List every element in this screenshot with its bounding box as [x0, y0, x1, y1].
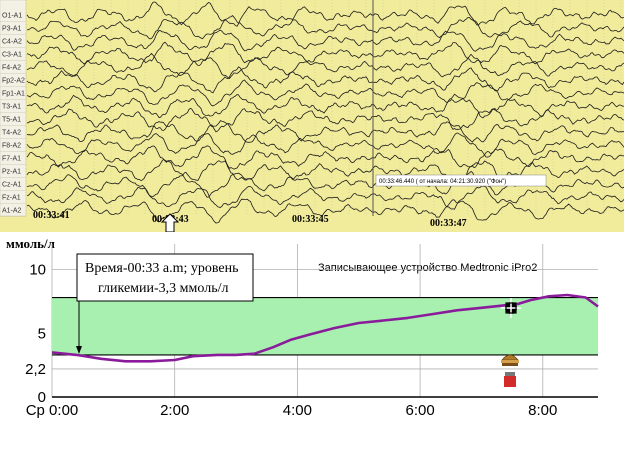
eeg-time-label: 00:33:41 — [33, 210, 70, 221]
y-tick-label: 5 — [38, 325, 46, 342]
eeg-channel-label: Pz-A1 — [2, 169, 21, 176]
x-tick-label: 2:00 — [160, 402, 189, 419]
eeg-panel: O1-A1 P3-A1 C4-A2 C3-A1 F4-A2 Fp2-A2 Fp1-A1 T3-… — [0, 0, 624, 232]
callout-line-1: Время-00:33 a.m; уровень — [85, 261, 239, 276]
eeg-time-label: 00:33:45 — [292, 214, 329, 225]
eeg-trace — [26, 15, 624, 40]
eeg-channel-label: T5-A1 — [2, 117, 21, 124]
eeg-trace — [26, 198, 624, 224]
eeg-channel-label: P3-A1 — [2, 26, 22, 33]
eeg-label-column — [0, 0, 27, 217]
y-tick-label: 10 — [29, 262, 46, 279]
eeg-channel-label: Fp2-A2 — [2, 78, 25, 85]
eeg-trace — [26, 159, 624, 183]
eeg-channel-label: O1-A1 — [2, 13, 22, 20]
callout-line-2: гликемии-3,3 ммоль/л — [98, 281, 228, 296]
eeg-trace — [26, 120, 624, 143]
eeg-channel-label: C3-A1 — [2, 52, 22, 59]
eeg-trace — [26, 145, 624, 170]
eeg-channel-label: F4-A2 — [2, 65, 21, 72]
glycemia-callout: Время-00:33 a.m; уровень гликемии-3,3 мм… — [76, 253, 254, 302]
eeg-channel-label: Fz-A1 — [2, 195, 21, 202]
y-tick-label: 2,2 — [25, 361, 46, 378]
meal-event-icon[interactable] — [501, 354, 519, 366]
eeg-trace — [26, 132, 624, 158]
eeg-channel-label: F8-A2 — [2, 143, 21, 150]
eeg-tooltip-text: 00:33:46.440 ( от начала: 04:21:30.920 (… — [379, 179, 506, 185]
eeg-trace — [26, 79, 624, 107]
eeg-tooltip: 00:33:46.440 ( от начала: 04:21:30.920 (… — [375, 174, 547, 187]
eeg-trace — [26, 29, 624, 52]
eeg-channel-label: Fp1-A1 — [2, 91, 25, 98]
eeg-channel-label: F7-A1 — [2, 156, 21, 163]
y-tick-labels: 0 2,2 5 10 — [25, 262, 46, 407]
eeg-channel-label: T4-A2 — [2, 130, 21, 137]
eeg-trace — [26, 52, 624, 80]
chart-title: Записывающее устройство Medtronic iPro2 — [318, 262, 537, 274]
callout-arrow-icon — [76, 301, 82, 354]
eeg-grid — [25, 0, 622, 216]
x-tick-label: 6:00 — [405, 402, 434, 419]
x-tick-label: 8:00 — [528, 402, 557, 419]
eeg-channel-label: T3-A1 — [2, 104, 21, 111]
x-tick-label: 4:00 — [283, 402, 312, 419]
x-tick-labels: Ср 0:00 2:00 4:00 6:00 8:00 — [26, 402, 558, 419]
eeg-time-label: 00:33:47 — [430, 218, 467, 229]
crosshair-marker-icon[interactable] — [501, 298, 521, 318]
glucose-series-line — [51, 293, 599, 363]
insulin-event-icon[interactable] — [504, 372, 516, 387]
eeg-channel-label: C4-A2 — [2, 39, 22, 46]
eeg-trace — [26, 66, 624, 94]
eeg-trace — [26, 41, 624, 66]
eeg-channel-labels: O1-A1 P3-A1 C4-A2 C3-A1 F4-A2 Fp2-A2 Fp1-A1 T3-… — [0, 13, 26, 217]
eeg-channel-label: Cz-A1 — [2, 182, 22, 189]
eeg-background — [0, 0, 624, 232]
eeg-trace — [27, 93, 624, 119]
eeg-channel-label: A1-A2 — [2, 208, 22, 215]
eeg-trace — [26, 185, 624, 210]
eeg-trace — [26, 107, 624, 133]
eeg-traces — [26, 1, 624, 224]
y-axis-unit: ммоль/л — [6, 236, 55, 251]
eeg-trace — [26, 1, 624, 27]
glucose-chart: ммоль/л Записывающее устройство Medtroni… — [6, 236, 599, 419]
up-arrow-icon — [160, 213, 180, 232]
y-tick-label: 0 — [38, 389, 46, 406]
x-tick-label: Ср 0:00 — [26, 402, 79, 419]
